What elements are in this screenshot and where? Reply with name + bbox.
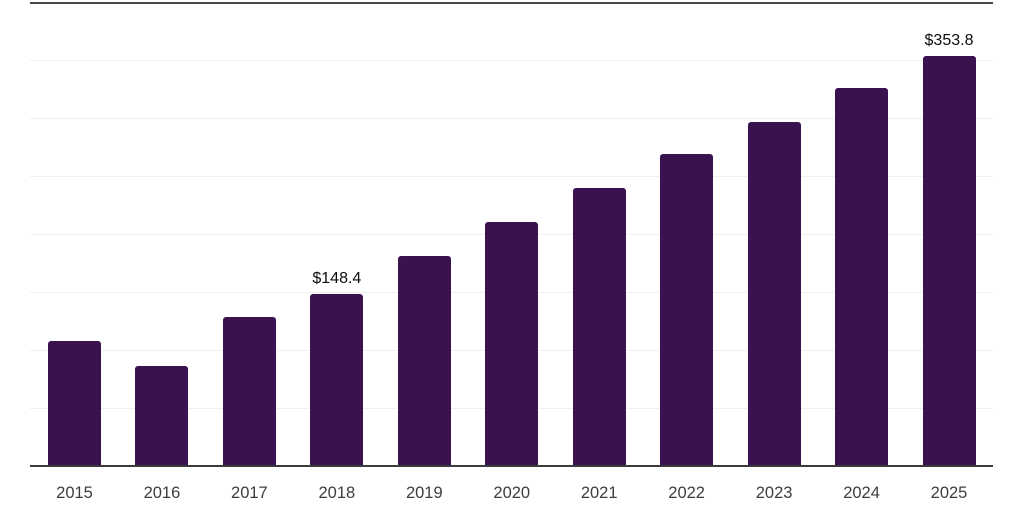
gridline-300	[30, 118, 993, 120]
bar-2021	[572, 187, 626, 466]
bar-2018	[310, 294, 364, 466]
x-tick-2020: 2020	[493, 484, 531, 502]
bar-2019	[397, 256, 451, 466]
bar-2020	[485, 221, 539, 466]
x-tick-2017: 2017	[231, 484, 268, 502]
chart-top-border	[30, 1, 993, 4]
bar-2022	[660, 154, 714, 466]
x-tick-2015: 2015	[56, 484, 93, 502]
x-tick-2016: 2016	[143, 484, 181, 502]
x-tick-2022: 2022	[668, 484, 705, 502]
x-tick-2024: 2024	[843, 484, 880, 502]
data-label-2018: $148.4	[312, 270, 362, 288]
bar-2024	[835, 88, 889, 466]
data-label-2025: $353.8	[924, 32, 974, 50]
x-axis-line	[30, 465, 993, 467]
bar-2016	[135, 366, 189, 466]
x-tick-2018: 2018	[318, 484, 356, 502]
x-tick-2019: 2019	[405, 484, 443, 502]
x-tick-2021: 2021	[580, 484, 618, 502]
x-tick-2025: 2025	[930, 484, 968, 502]
bar-2015	[48, 340, 101, 466]
x-tick-2023: 2023	[755, 484, 793, 502]
bar-2023	[747, 121, 801, 466]
gridline-350	[30, 60, 993, 62]
bar-2017	[222, 316, 276, 466]
bar-2025	[922, 56, 976, 466]
gridline-250	[30, 176, 993, 178]
